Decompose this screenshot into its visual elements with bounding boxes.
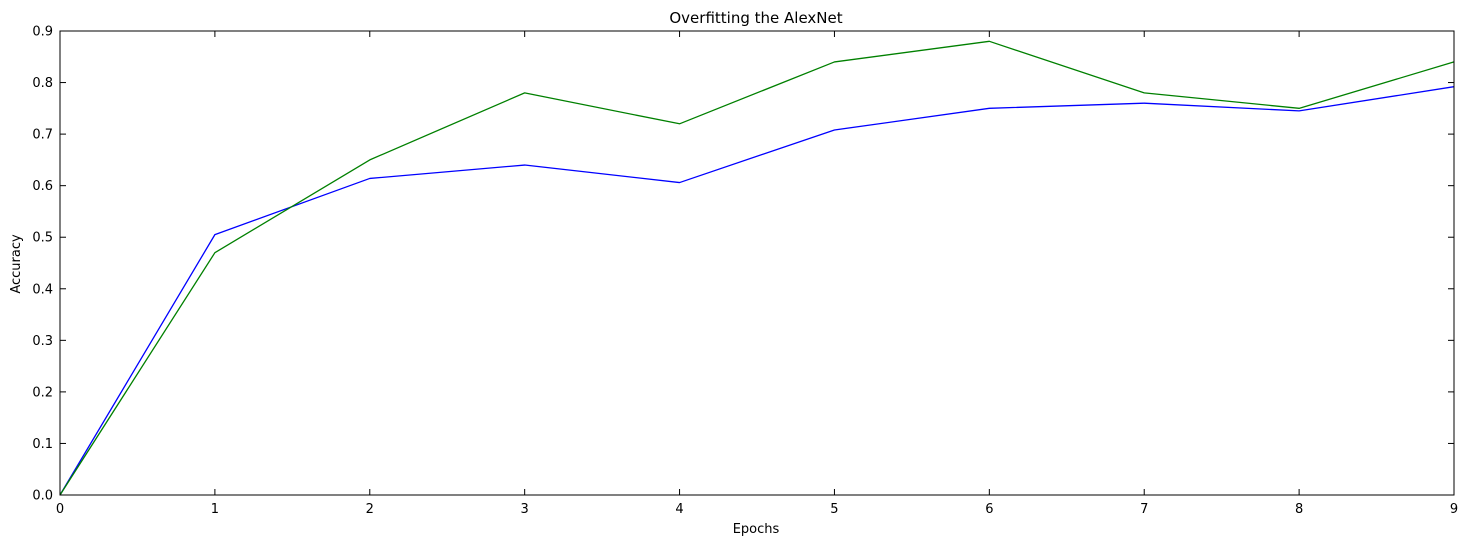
x-tick-label: 6 [985,502,993,517]
x-tick-label: 2 [366,502,374,517]
y-tick-label: 0.6 [32,179,53,194]
x-axis-label: Epochs [733,522,780,537]
chart-title: Overfitting the AlexNet [669,9,842,27]
x-tick-label: 5 [830,502,838,517]
y-tick-label: 0.8 [32,76,53,91]
y-tick-label: 0.7 [32,128,53,143]
y-axis-label: Accuracy [9,234,24,294]
y-tick-label: 0.4 [32,282,53,297]
x-tick-label: 8 [1295,502,1303,517]
y-tick-label: 0.2 [32,385,53,400]
series-line-0 [59,86,1455,496]
x-tick-label: 4 [675,502,683,517]
y-tick-label: 0.0 [32,489,53,504]
series-layer [59,40,1455,496]
x-tick-label: 9 [1450,502,1458,517]
series-line-1 [59,40,1455,496]
plot-frame [59,30,1455,496]
y-tick-label: 0.1 [32,437,53,452]
tick-labels-layer: 0 1 2 3 4 5 6 7 8 9 0.0 0.1 0.2 0.3 0.4 0.5 0.6 0.7 0.8 0.9 [32,25,1458,518]
x-tick-label: 3 [521,502,529,517]
y-tick-label: 0.5 [32,231,53,246]
x-tick-label: 7 [1140,502,1148,517]
y-tick-label: 0.3 [32,334,53,349]
y-tick-label: 0.9 [32,25,53,40]
ticks-layer [59,30,1455,496]
x-tick-label: 1 [211,502,219,517]
x-tick-label: 0 [56,502,64,517]
